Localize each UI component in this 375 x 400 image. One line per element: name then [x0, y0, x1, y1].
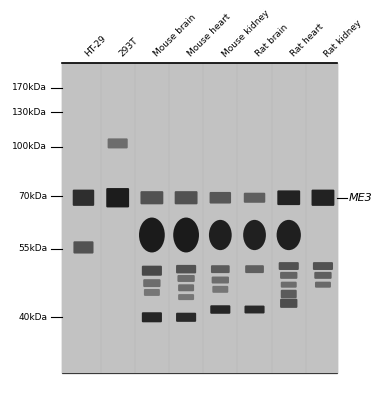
Text: 293T: 293T [118, 36, 140, 59]
Text: ME3: ME3 [348, 193, 372, 203]
Text: Mouse kidney: Mouse kidney [220, 8, 271, 59]
FancyBboxPatch shape [212, 286, 228, 293]
FancyBboxPatch shape [106, 188, 129, 208]
FancyBboxPatch shape [279, 262, 299, 270]
FancyBboxPatch shape [244, 193, 265, 203]
Text: 70kDa: 70kDa [18, 192, 47, 201]
FancyBboxPatch shape [278, 190, 300, 205]
FancyBboxPatch shape [314, 272, 332, 279]
Text: 130kDa: 130kDa [12, 108, 47, 117]
FancyBboxPatch shape [280, 272, 297, 279]
FancyBboxPatch shape [281, 290, 297, 298]
Text: HT-29: HT-29 [84, 34, 108, 59]
FancyBboxPatch shape [176, 265, 196, 274]
FancyBboxPatch shape [74, 241, 93, 254]
Ellipse shape [277, 220, 301, 250]
Text: Mouse brain: Mouse brain [152, 13, 198, 59]
FancyBboxPatch shape [175, 191, 198, 204]
Ellipse shape [139, 218, 165, 252]
Bar [62, 63, 338, 373]
Ellipse shape [209, 220, 232, 250]
FancyBboxPatch shape [142, 266, 162, 276]
FancyBboxPatch shape [211, 265, 230, 273]
FancyBboxPatch shape [143, 279, 160, 287]
FancyBboxPatch shape [245, 265, 264, 273]
FancyBboxPatch shape [313, 262, 333, 270]
Text: Rat kidney: Rat kidney [323, 18, 363, 59]
FancyBboxPatch shape [312, 190, 334, 206]
Text: Rat heart: Rat heart [289, 23, 325, 59]
FancyBboxPatch shape [210, 192, 231, 204]
FancyBboxPatch shape [178, 284, 194, 291]
Text: Rat brain: Rat brain [255, 23, 290, 59]
Bar [62, 63, 337, 373]
FancyBboxPatch shape [210, 305, 230, 314]
FancyBboxPatch shape [178, 294, 194, 300]
FancyBboxPatch shape [315, 282, 331, 288]
FancyBboxPatch shape [142, 312, 162, 322]
Ellipse shape [243, 220, 266, 250]
FancyBboxPatch shape [144, 289, 160, 296]
Ellipse shape [173, 218, 199, 252]
FancyBboxPatch shape [281, 282, 297, 288]
FancyBboxPatch shape [211, 276, 229, 284]
Text: 55kDa: 55kDa [18, 244, 47, 254]
Text: Mouse heart: Mouse heart [186, 13, 232, 59]
FancyBboxPatch shape [177, 275, 195, 282]
Text: 40kDa: 40kDa [18, 313, 47, 322]
FancyBboxPatch shape [108, 138, 128, 148]
Text: 100kDa: 100kDa [12, 142, 47, 151]
FancyBboxPatch shape [244, 306, 265, 314]
FancyBboxPatch shape [176, 313, 196, 322]
FancyBboxPatch shape [73, 190, 94, 206]
FancyBboxPatch shape [141, 191, 164, 204]
FancyBboxPatch shape [280, 299, 297, 308]
Text: 170kDa: 170kDa [12, 83, 47, 92]
